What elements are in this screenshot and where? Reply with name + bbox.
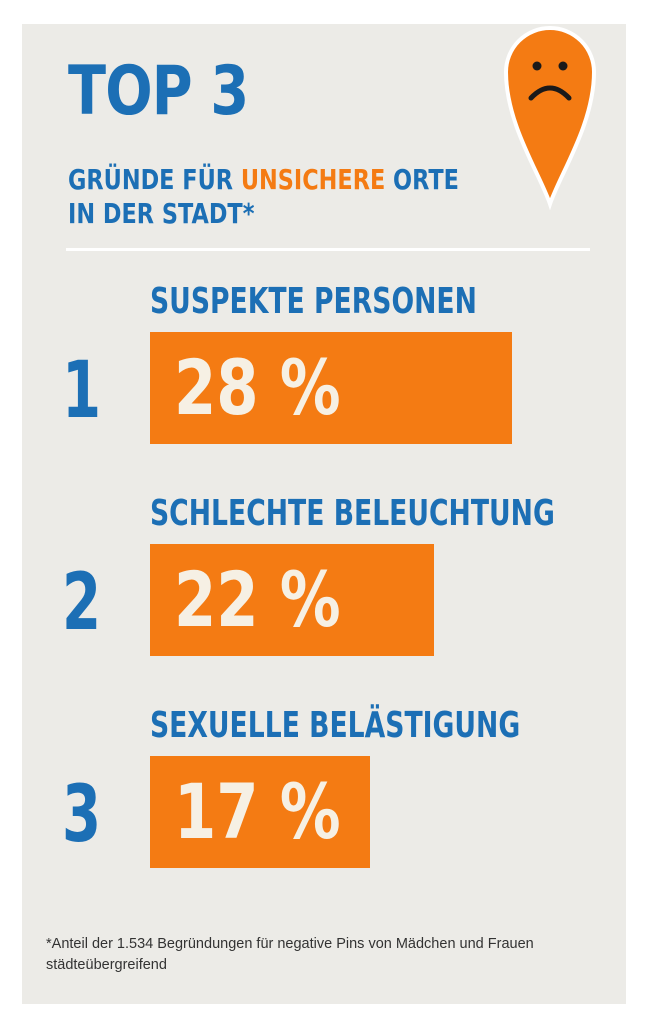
bar (150, 332, 512, 444)
subtitle-highlight: UNSICHERE (240, 163, 386, 196)
subtitle-text: GRÜNDE FÜR (68, 163, 241, 196)
category-label: SUSPEKTE PERSONEN (150, 281, 477, 322)
rank-number: 3 (62, 770, 102, 860)
rank-number: 1 (62, 346, 102, 436)
bar (150, 544, 434, 656)
subtitle-line-1: GRÜNDE FÜR UNSICHERE ORTE (68, 166, 459, 194)
rank-number: 2 (62, 558, 102, 648)
bar-value-label: 22 % (174, 555, 341, 644)
category-label: SEXUELLE BELÄSTIGUNG (150, 705, 521, 746)
bar (150, 756, 370, 868)
divider (66, 248, 590, 251)
bar-value-label: 17 % (174, 767, 341, 856)
category-label: SCHLECHTE BELEUCHTUNG (150, 493, 555, 534)
headline: TOP 3 (68, 52, 249, 131)
sad-face-location-pin-icon (500, 14, 600, 219)
subtitle-text-end: ORTE (385, 163, 459, 196)
bar-value-label: 28 % (174, 343, 341, 432)
footnote: *Anteil der 1.534 Begründungen für negat… (46, 936, 534, 973)
subtitle-line-2: IN DER STADT* (68, 197, 255, 230)
